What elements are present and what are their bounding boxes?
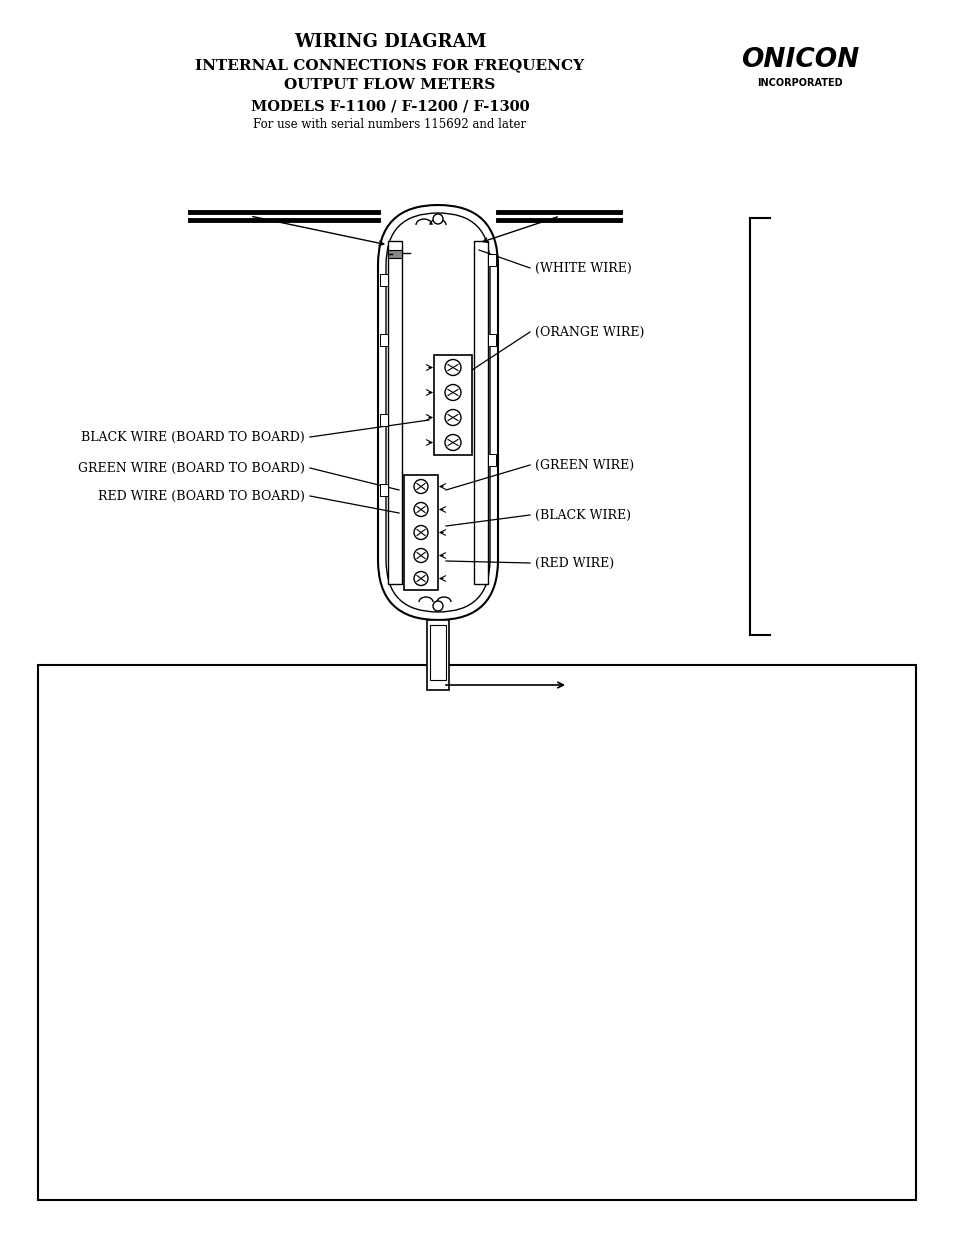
Circle shape (414, 572, 428, 585)
Bar (388, 249, 401, 258)
Bar (488, 454, 496, 466)
Text: For use with serial numbers 115692 and later: For use with serial numbers 115692 and l… (253, 117, 526, 131)
FancyBboxPatch shape (386, 212, 490, 613)
Bar (379, 414, 388, 426)
Bar (434, 354, 472, 454)
Text: (WHITE WIRE): (WHITE WIRE) (535, 262, 631, 274)
Circle shape (444, 410, 460, 426)
Circle shape (433, 601, 442, 611)
Circle shape (414, 548, 428, 562)
Text: (RED WIRE): (RED WIRE) (535, 557, 614, 569)
Circle shape (444, 384, 460, 400)
Bar (379, 274, 388, 287)
Bar (488, 254, 496, 266)
Bar (403, 475, 437, 590)
Circle shape (444, 359, 460, 375)
Text: (ORANGE WIRE): (ORANGE WIRE) (535, 326, 643, 338)
Circle shape (414, 526, 428, 540)
Bar (488, 333, 496, 346)
Text: MODELS F-1100 / F-1200 / F-1300: MODELS F-1100 / F-1200 / F-1300 (251, 99, 529, 112)
Circle shape (414, 503, 428, 516)
Text: (BLACK WIRE): (BLACK WIRE) (535, 509, 630, 521)
Circle shape (414, 479, 428, 494)
Text: GREEN WIRE (BOARD TO BOARD): GREEN WIRE (BOARD TO BOARD) (78, 462, 305, 474)
Bar (430, 625, 446, 680)
Text: INTERNAL CONNECTIONS FOR FREQUENCY: INTERNAL CONNECTIONS FOR FREQUENCY (195, 58, 584, 72)
FancyBboxPatch shape (377, 205, 497, 620)
Bar (474, 241, 488, 584)
Text: OUTPUT FLOW METERS: OUTPUT FLOW METERS (284, 78, 496, 91)
Circle shape (444, 435, 460, 451)
Circle shape (433, 214, 442, 224)
Text: (GREEN WIRE): (GREEN WIRE) (535, 458, 634, 472)
Bar (379, 484, 388, 496)
Text: RED WIRE (BOARD TO BOARD): RED WIRE (BOARD TO BOARD) (98, 489, 305, 503)
Text: INCORPORATED: INCORPORATED (757, 78, 841, 88)
Bar (427, 620, 449, 690)
Bar (388, 241, 401, 584)
Bar (379, 333, 388, 346)
Text: BLACK WIRE (BOARD TO BOARD): BLACK WIRE (BOARD TO BOARD) (81, 431, 305, 443)
Bar (38, 664, 915, 1200)
Text: ONICON: ONICON (740, 47, 859, 73)
Text: WIRING DIAGRAM: WIRING DIAGRAM (294, 33, 486, 51)
